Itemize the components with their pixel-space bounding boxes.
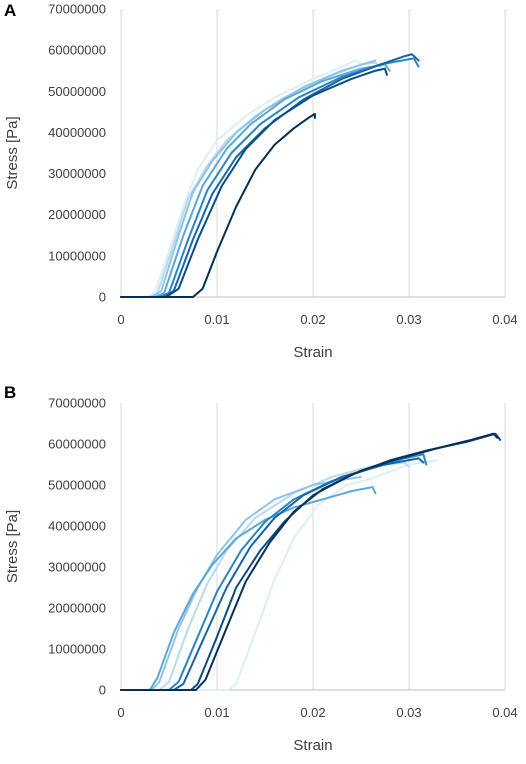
y-tick-label: 0 [99,290,106,305]
x-tick-label: 0.02 [300,312,325,327]
x-tick-label: 0.04 [492,312,517,327]
series-line-2 [120,461,410,691]
y-tick-label: 20000000 [48,601,106,616]
series-line-1 [120,459,439,691]
y-tick-label: 40000000 [48,125,106,140]
y-tick-label: 40000000 [48,519,106,534]
x-tick-label: 0 [117,312,124,327]
series-line-7 [120,432,502,691]
series-line-8 [120,112,316,298]
y-tick-label: 60000000 [48,43,106,58]
x-tick-label: 0.03 [396,705,421,720]
y-tick-label: 70000000 [48,2,106,17]
y-tick-label: 50000000 [48,84,106,99]
y-tick-label: 0 [99,683,106,698]
series-line-3 [120,475,362,691]
y-tick-label: 60000000 [48,437,106,452]
y-axis-title: Stress [Pa] [4,116,21,189]
panel-b: 0 0.01 0.02 0.03 0.04 0 10000000 20000000 300000… [4,383,518,754]
y-tick-label: 10000000 [48,248,106,263]
y-tick-label: 70000000 [48,396,106,411]
series-line-1 [120,59,362,298]
panel-a: 0 0.01 0.02 0.03 0.04 0 10000000 20000000 300000… [4,1,518,361]
series-line-8 [120,432,499,691]
panel-label: A [4,1,16,20]
x-axis-title: Strain [293,344,332,361]
series-line-6 [120,457,425,691]
y-tick-label: 30000000 [48,560,106,575]
series-line-7 [120,67,388,298]
x-tick-label: 0 [117,705,124,720]
series-line-4 [120,63,391,298]
series-line-4 [120,486,377,691]
y-tick-label: 10000000 [48,642,106,657]
panel-label: B [4,383,16,402]
y-tick-label: 20000000 [48,207,106,222]
y-tick-label: 30000000 [48,166,106,181]
x-tick-label: 0.01 [204,705,229,720]
x-tick-label: 0.03 [396,312,421,327]
x-tick-label: 0.01 [204,312,229,327]
y-axis-title: Stress [Pa] [4,510,21,583]
series-line-3 [120,59,377,298]
x-tick-label: 0.04 [492,705,517,720]
x-tick-label: 0.02 [300,705,325,720]
x-axis-title: Strain [293,737,332,754]
series-line-5 [120,453,428,691]
y-tick-label: 50000000 [48,478,106,493]
